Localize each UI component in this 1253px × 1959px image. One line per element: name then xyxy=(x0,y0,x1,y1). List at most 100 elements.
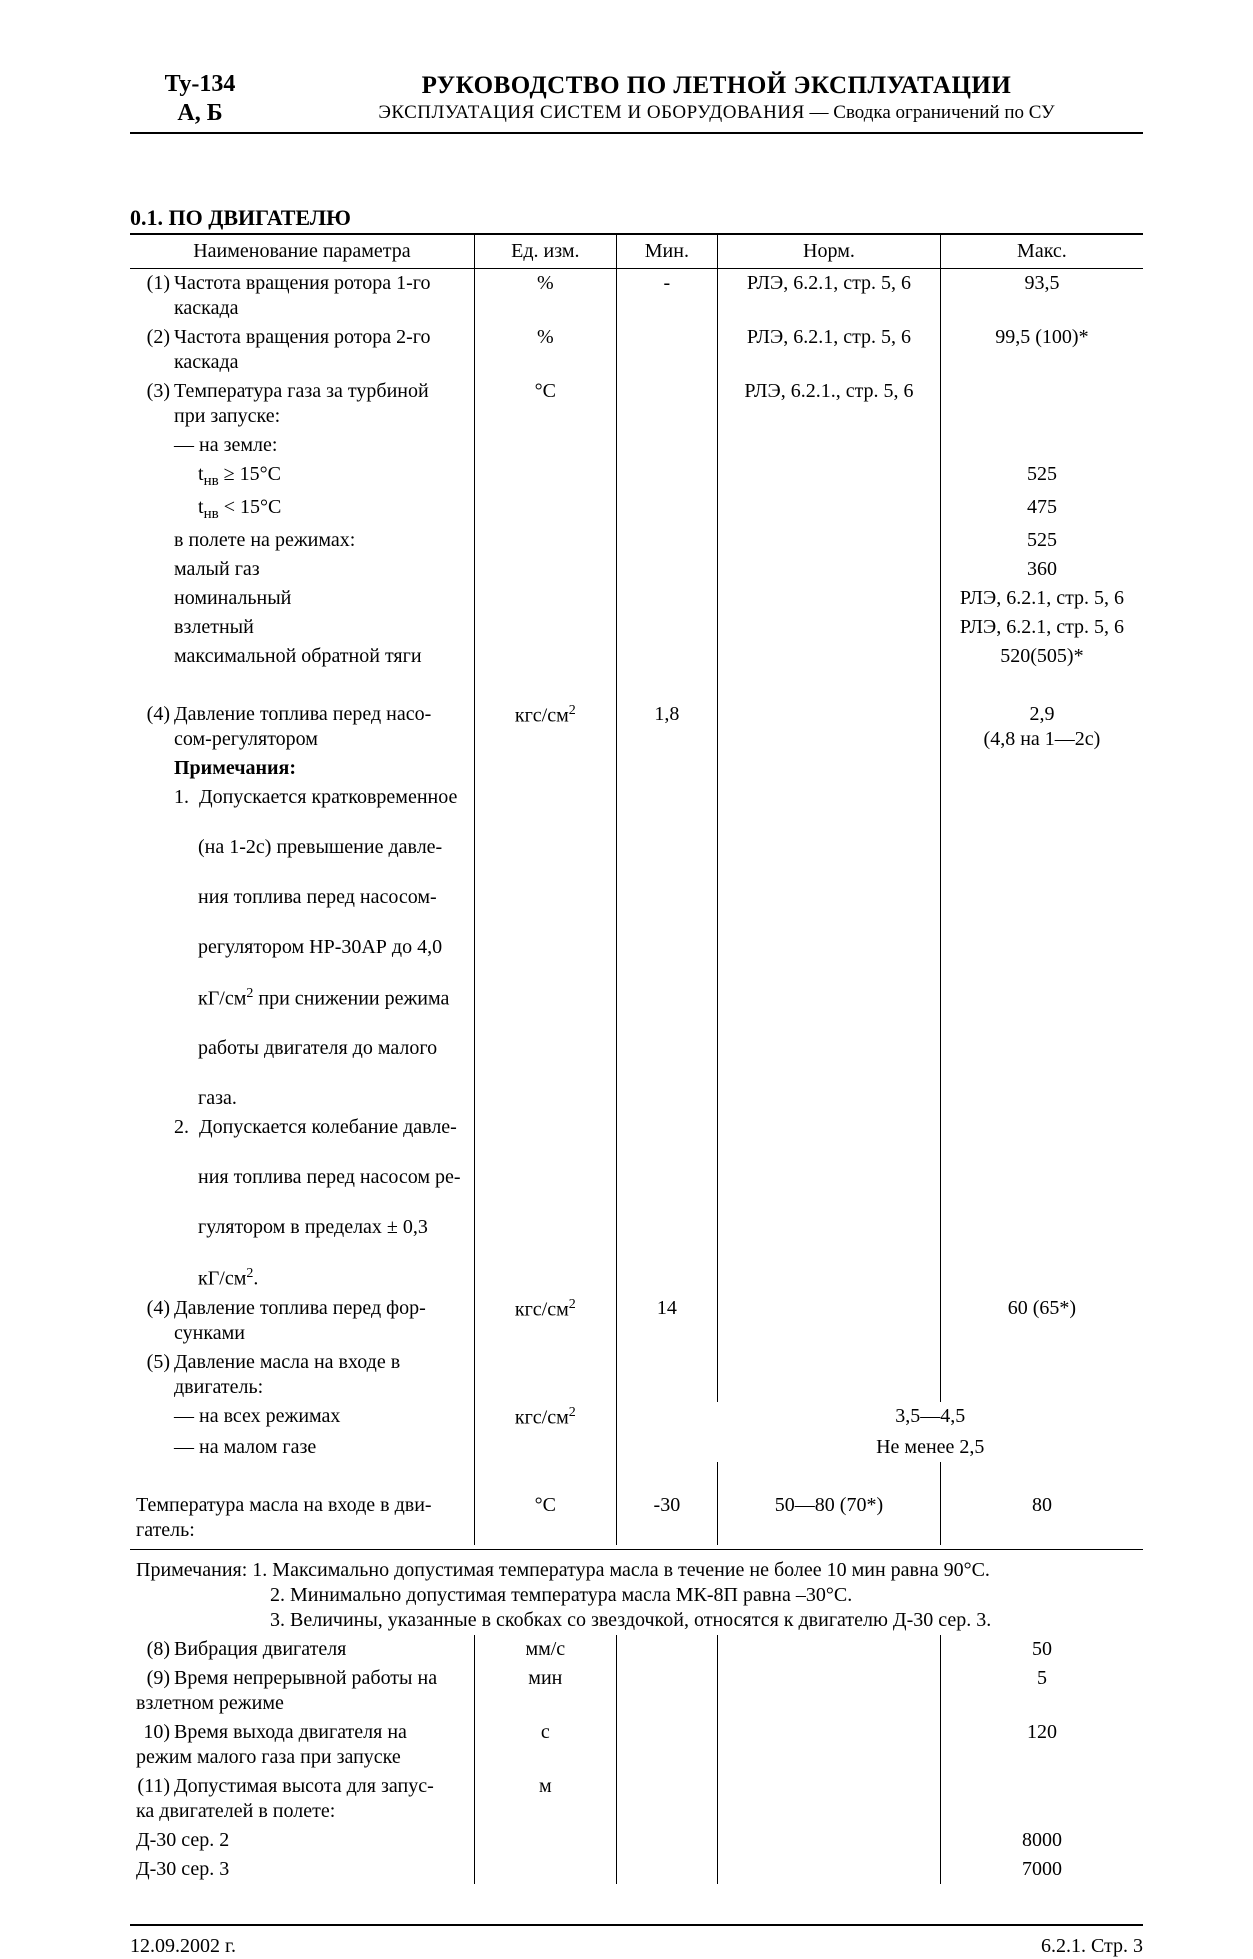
param-unit-cell: м xyxy=(474,1772,616,1826)
param-norm-cell xyxy=(718,1462,941,1491)
param-max-cell: 2,9(4,8 на 1—2с) xyxy=(940,700,1143,754)
header-rule xyxy=(130,132,1143,134)
param-unit-cell: кгс/см2 xyxy=(474,1402,616,1433)
param-unit-cell xyxy=(474,526,616,555)
param-norm-cell xyxy=(718,1348,941,1402)
param-min-cell xyxy=(616,1402,717,1433)
param-min-cell: 1,8 xyxy=(616,700,717,754)
param-min-cell xyxy=(616,460,717,493)
param-name-cell: (11)Допустимая высота для запус-ка двига… xyxy=(130,1772,474,1826)
param-name-cell xyxy=(130,1462,474,1491)
param-max-cell xyxy=(940,431,1143,460)
param-min-cell: - xyxy=(616,269,717,324)
param-norm-cell: РЛЭ, 6.2.1., стр. 5, 6 xyxy=(718,377,941,431)
param-min-cell: 14 xyxy=(616,1294,717,1348)
document-page: Ту-134 А, Б РУКОВОДСТВО ПО ЛЕТНОЙ ЭКСПЛУ… xyxy=(0,0,1253,1757)
param-norm-cell: РЛЭ, 6.2.1, стр. 5, 6 xyxy=(718,323,941,377)
param-unit-cell: мин xyxy=(474,1664,616,1718)
param-min-cell xyxy=(616,1113,717,1294)
param-norm-cell xyxy=(718,1294,941,1348)
table-row xyxy=(130,671,1143,700)
note-line: 2. Минимально допустимая температура мас… xyxy=(136,1583,1137,1608)
param-norm-cell xyxy=(718,783,941,1114)
note-line: 3. Величины, указанные в скобках со звез… xyxy=(136,1608,1137,1633)
param-max-cell: РЛЭ, 6.2.1, стр. 5, 6 xyxy=(940,613,1143,642)
param-name-cell: (1)Частота вращения ротора 1-гокаскада xyxy=(130,269,474,324)
param-max-cell: 360 xyxy=(940,555,1143,584)
param-unit-cell: с xyxy=(474,1718,616,1772)
table-row: (11)Допустимая высота для запус-ка двига… xyxy=(130,1772,1143,1826)
param-unit-cell xyxy=(474,493,616,526)
param-unit-cell xyxy=(474,642,616,671)
param-norm-cell xyxy=(718,700,941,754)
param-min-cell xyxy=(616,493,717,526)
param-max-cell: 525 xyxy=(940,460,1143,493)
table-row: (2)Частота вращения ротора 2-гокаскада%Р… xyxy=(130,323,1143,377)
param-norm-cell xyxy=(718,613,941,642)
param-max-cell xyxy=(940,1348,1143,1402)
param-max-cell: 8000 xyxy=(940,1826,1143,1855)
footer-rule xyxy=(130,1924,1143,1926)
table-row: Примечания: xyxy=(130,754,1143,783)
table-row: (3)Температура газа за турбинойпри запус… xyxy=(130,377,1143,431)
col-norm-header: Норм. xyxy=(718,235,941,269)
param-unit-cell xyxy=(474,783,616,1114)
param-max-cell: РЛЭ, 6.2.1, стр. 5, 6 xyxy=(940,584,1143,613)
param-name-cell xyxy=(130,671,474,700)
param-name-cell: Примечания: xyxy=(130,754,474,783)
param-norm-cell: РЛЭ, 6.2.1, стр. 5, 6 xyxy=(718,269,941,324)
param-norm-cell xyxy=(718,1635,941,1664)
param-norm-cell xyxy=(718,671,941,700)
aircraft-line2: А, Б xyxy=(130,99,270,128)
param-unit-cell xyxy=(474,1462,616,1491)
param-max-cell xyxy=(940,1772,1143,1826)
subtitle-caps: ЭКСПЛУАТАЦИЯ СИСТЕМ И ОБОРУДОВАНИЯ xyxy=(378,102,804,123)
footer-page: 6.2.1. Стр. 3 xyxy=(1041,1934,1143,1959)
param-name-cell: 10)Время выхода двигателя нарежим малого… xyxy=(130,1718,474,1772)
table-row: взлетныйРЛЭ, 6.2.1, стр. 5, 6 xyxy=(130,613,1143,642)
param-norm-cell xyxy=(718,584,941,613)
param-name-cell: tнв < 15°C xyxy=(130,493,474,526)
table-row: Д-30 сер. 28000 xyxy=(130,1826,1143,1855)
param-max-cell: 525 xyxy=(940,526,1143,555)
param-max-cell xyxy=(940,377,1143,431)
param-unit-cell xyxy=(474,584,616,613)
subtitle-rest: — Сводка ограничений по СУ xyxy=(805,102,1055,123)
param-norm-cell xyxy=(718,1855,941,1884)
param-unit-cell: мм/с xyxy=(474,1635,616,1664)
note-line: Примечания: 1. Максимально допустимая те… xyxy=(136,1558,1137,1583)
param-name-cell: малый газ xyxy=(130,555,474,584)
param-norm-cell xyxy=(718,431,941,460)
param-min-cell xyxy=(616,1772,717,1826)
footer-date: 12.09.2002 г. xyxy=(130,1934,236,1959)
param-min-cell xyxy=(616,555,717,584)
param-min-cell xyxy=(616,431,717,460)
param-max-cell: 7000 xyxy=(940,1855,1143,1884)
page-header: Ту-134 А, Б РУКОВОДСТВО ПО ЛЕТНОЙ ЭКСПЛУ… xyxy=(130,70,1143,128)
table-row: (1)Частота вращения ротора 1-гокаскада%-… xyxy=(130,269,1143,324)
param-min-cell xyxy=(616,377,717,431)
param-unit-cell: % xyxy=(474,269,616,324)
param-min-cell xyxy=(616,754,717,783)
table-row: 1. Допускается кратковременное(на 1-2с) … xyxy=(130,783,1143,1114)
param-min-cell xyxy=(616,584,717,613)
table-row: номинальныйРЛЭ, 6.2.1, стр. 5, 6 xyxy=(130,584,1143,613)
param-norm-cell xyxy=(718,1718,941,1772)
table-header-row: Наименование параметра Ед. изм. Мин. Нор… xyxy=(130,235,1143,269)
table-row: (8)Вибрация двигателямм/с50 xyxy=(130,1635,1143,1664)
param-unit-cell xyxy=(474,754,616,783)
param-norm-cell xyxy=(718,493,941,526)
param-max-cell xyxy=(940,1462,1143,1491)
param-min-cell xyxy=(616,526,717,555)
param-min-cell xyxy=(616,1635,717,1664)
param-name-cell: — на всех режимах xyxy=(130,1402,474,1433)
param-max-cell: 60 (65*) xyxy=(940,1294,1143,1348)
param-name-cell: (3)Температура газа за турбинойпри запус… xyxy=(130,377,474,431)
table-row: (9)Время непрерывной работы навзлетном р… xyxy=(130,1664,1143,1718)
param-name-cell: Температура масла на входе в дви-гатель: xyxy=(130,1491,474,1545)
param-unit-cell xyxy=(474,671,616,700)
param-min-cell xyxy=(616,1348,717,1402)
table-row: (5)Давление масла на входе вдвигатель: xyxy=(130,1348,1143,1402)
col-unit-header: Ед. изм. xyxy=(474,235,616,269)
param-min-cell xyxy=(616,671,717,700)
